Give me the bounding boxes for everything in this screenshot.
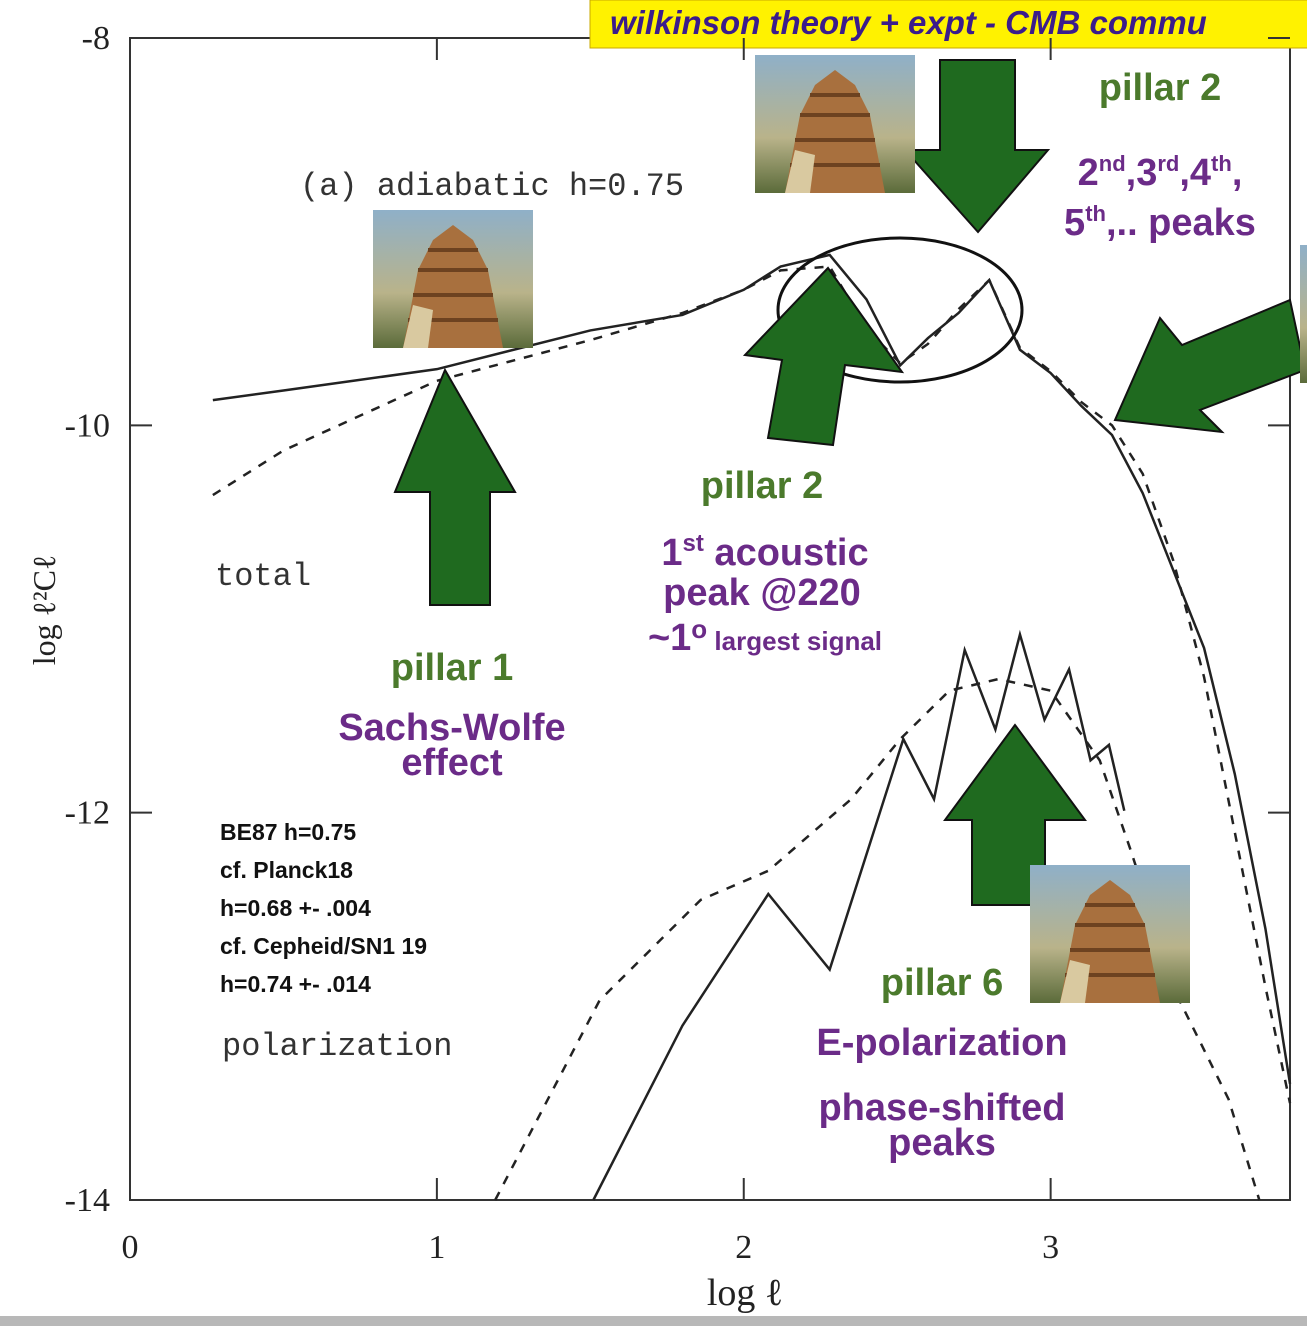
note-line: cf. Cepheid/SN1 19: [220, 933, 427, 959]
superscript: nd: [1099, 151, 1126, 176]
text-part: ,: [1232, 152, 1243, 194]
text-part: ~1: [648, 617, 691, 659]
annotation-title: pillar 6: [881, 962, 1004, 1004]
text-part: 2: [1078, 152, 1099, 194]
arrow: [745, 268, 902, 445]
x-tick-label: 0: [122, 1229, 139, 1266]
annotation-title: pillar 2: [1099, 67, 1222, 109]
text-part: acoustic: [704, 532, 869, 574]
bottom-bar: [0, 1316, 1307, 1326]
note-line: h=0.74 +- .014: [220, 971, 371, 997]
curve-label: polarization: [222, 1028, 452, 1065]
superscript: o: [691, 614, 707, 644]
annotation-text: peak @220: [663, 572, 861, 614]
tower-image: [1300, 245, 1307, 383]
arrow: [1115, 300, 1305, 432]
text-part: 5: [1064, 202, 1085, 244]
note-line: BE87 h=0.75: [220, 819, 356, 845]
y-axis-label: log ℓ²Cℓ: [26, 555, 62, 665]
x-tick-label: 2: [735, 1229, 752, 1266]
text-part: ,4: [1179, 152, 1211, 194]
annotation-text: 5th,.. peaks: [1064, 201, 1256, 244]
text-part: ,.. peaks: [1106, 202, 1256, 244]
annotation-title: pillar 1: [391, 647, 514, 689]
note-line: h=0.68 +- .004: [220, 895, 371, 921]
tower-image: [755, 55, 915, 193]
y-tick-label: -12: [65, 795, 110, 832]
text-part: 1: [661, 532, 682, 574]
superscript: rd: [1157, 151, 1179, 176]
y-tick-label: -8: [82, 20, 110, 57]
note-line: cf. Planck18: [220, 857, 353, 883]
x-axis-label: log ℓ: [707, 1272, 783, 1314]
arrow: [905, 60, 1048, 232]
y-tick-label: -10: [65, 407, 110, 444]
annotation-text: E-polarization: [816, 1022, 1067, 1064]
annotation-text: 1st acoustic: [661, 530, 868, 574]
panel-label: (a) adiabatic h=0.75: [300, 168, 684, 205]
superscript: th: [1085, 201, 1106, 226]
curve-label: total: [215, 558, 311, 595]
text-part: largest signal: [707, 626, 882, 656]
annotation-text: ~1o largest signal: [648, 614, 882, 659]
annotation-text: peaks: [888, 1122, 996, 1164]
chart-title: wilkinson theory + expt - CMB commu: [610, 4, 1207, 41]
x-tick-label: 1: [428, 1229, 445, 1266]
y-tick-label: -14: [65, 1182, 110, 1219]
superscript: th: [1211, 151, 1232, 176]
superscript: st: [683, 530, 704, 557]
annotation-text: 2nd,3rd,4th,: [1078, 151, 1243, 194]
tower-image: [1030, 865, 1190, 1003]
arrow: [395, 370, 515, 605]
chart: (a) adiabatic h=0.75 total polarization …: [0, 0, 1307, 1326]
tower-image: [373, 210, 533, 348]
annotation-text: effect: [401, 742, 503, 784]
annotation-title: pillar 2: [701, 465, 824, 507]
x-tick-label: 3: [1042, 1229, 1059, 1266]
text-part: ,3: [1126, 152, 1158, 194]
